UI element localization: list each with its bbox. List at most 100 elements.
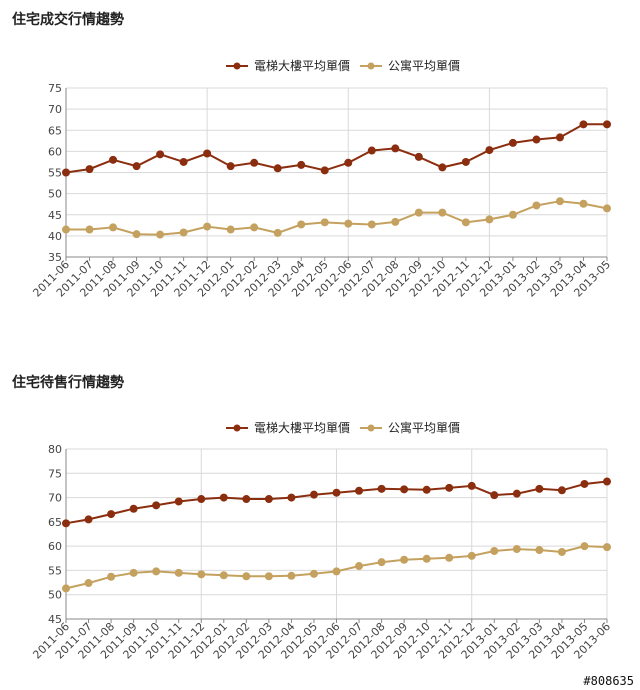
- data-point: [109, 223, 118, 232]
- data-point: [129, 568, 138, 577]
- data-point: [535, 546, 544, 555]
- y-tick-label: 75: [48, 467, 62, 480]
- y-tick-label: 50: [48, 589, 62, 602]
- series-2: [62, 542, 611, 593]
- data-point: [226, 225, 235, 234]
- data-point: [62, 584, 70, 593]
- data-point: [580, 479, 589, 488]
- data-point: [62, 519, 70, 528]
- data-point: [250, 158, 259, 167]
- data-point: [179, 157, 188, 166]
- data-point: [107, 572, 116, 581]
- data-point: [84, 515, 93, 524]
- data-point: [422, 554, 431, 563]
- data-point: [557, 486, 566, 495]
- data-point: [219, 493, 228, 502]
- data-point: [355, 486, 364, 495]
- legend-marker: [233, 62, 241, 70]
- data-point: [242, 572, 251, 581]
- data-point: [555, 197, 564, 206]
- data-point: [438, 163, 447, 172]
- data-point: [512, 489, 521, 498]
- data-point: [250, 223, 259, 232]
- data-point: [438, 208, 447, 217]
- data-point: [445, 553, 454, 562]
- data-point: [367, 220, 376, 229]
- series-1: [62, 120, 611, 177]
- legend-label: 電梯大樓平均單價: [254, 420, 350, 435]
- data-point: [62, 168, 70, 177]
- data-point: [320, 218, 329, 227]
- y-tick-label: 60: [48, 145, 62, 158]
- data-point: [344, 158, 353, 167]
- data-point: [557, 547, 566, 556]
- chart-2-listing-trend: 電梯大樓平均單價 公寓平均單價45505560657075802011-06201…: [30, 420, 613, 662]
- data-point: [203, 222, 212, 231]
- y-tick-label: 70: [48, 103, 62, 116]
- data-point: [445, 483, 454, 492]
- data-point: [512, 545, 521, 554]
- series-2: [62, 197, 611, 239]
- data-point: [391, 144, 400, 153]
- data-point: [508, 138, 517, 147]
- chart-1-transaction-trend: 電梯大樓平均單價 公寓平均單價3540455055606570752011-062…: [30, 58, 613, 300]
- data-point: [156, 150, 165, 159]
- data-point: [320, 166, 329, 175]
- data-point: [219, 571, 228, 580]
- series-line: [65, 123, 607, 174]
- data-point: [579, 120, 588, 129]
- series-line: [66, 200, 608, 236]
- data-point: [461, 218, 470, 227]
- data-point: [85, 225, 94, 234]
- data-point: [377, 484, 386, 493]
- y-tick-label: 40: [48, 230, 62, 243]
- data-point: [603, 204, 611, 213]
- data-point: [264, 495, 273, 504]
- data-point: [132, 230, 141, 239]
- data-point: [62, 225, 70, 234]
- data-point: [603, 477, 611, 486]
- data-point: [197, 495, 206, 504]
- data-point: [309, 569, 318, 578]
- data-point: [579, 199, 588, 208]
- y-tick-label: 75: [48, 82, 62, 95]
- data-point: [309, 490, 318, 499]
- data-point: [152, 567, 161, 576]
- y-tick-label: 65: [48, 516, 62, 529]
- data-point: [508, 210, 517, 219]
- data-point: [355, 562, 364, 571]
- data-point: [414, 152, 423, 161]
- data-point: [174, 568, 183, 577]
- data-point: [156, 230, 165, 239]
- y-tick-label: 55: [48, 564, 62, 577]
- legend-item-1: 電梯大樓平均單價: [226, 420, 350, 435]
- data-point: [287, 493, 296, 502]
- data-point: [490, 547, 499, 555]
- data-point: [242, 495, 251, 504]
- y-tick-label: 45: [48, 613, 62, 626]
- watermark-id: #808635: [583, 674, 634, 688]
- legend-label: 公寓平均單價: [388, 420, 460, 435]
- data-point: [226, 162, 235, 171]
- data-point: [580, 542, 589, 551]
- data-point: [107, 510, 116, 519]
- legend-marker: [367, 424, 375, 432]
- data-point: [422, 485, 431, 494]
- data-point: [367, 146, 376, 155]
- data-point: [287, 571, 296, 580]
- y-tick-label: 60: [48, 540, 62, 553]
- data-point: [485, 146, 494, 155]
- legend-marker: [367, 62, 375, 70]
- data-point: [344, 219, 353, 228]
- legend-label: 電梯大樓平均單價: [254, 58, 350, 73]
- data-point: [264, 572, 273, 581]
- legend-item-2: 公寓平均單價: [360, 420, 460, 435]
- data-point: [273, 228, 282, 237]
- data-point: [152, 501, 161, 510]
- data-point: [485, 215, 494, 224]
- data-point: [179, 228, 188, 237]
- legend-marker: [233, 424, 241, 432]
- data-point: [297, 220, 306, 229]
- data-point: [297, 160, 306, 169]
- data-point: [603, 543, 611, 552]
